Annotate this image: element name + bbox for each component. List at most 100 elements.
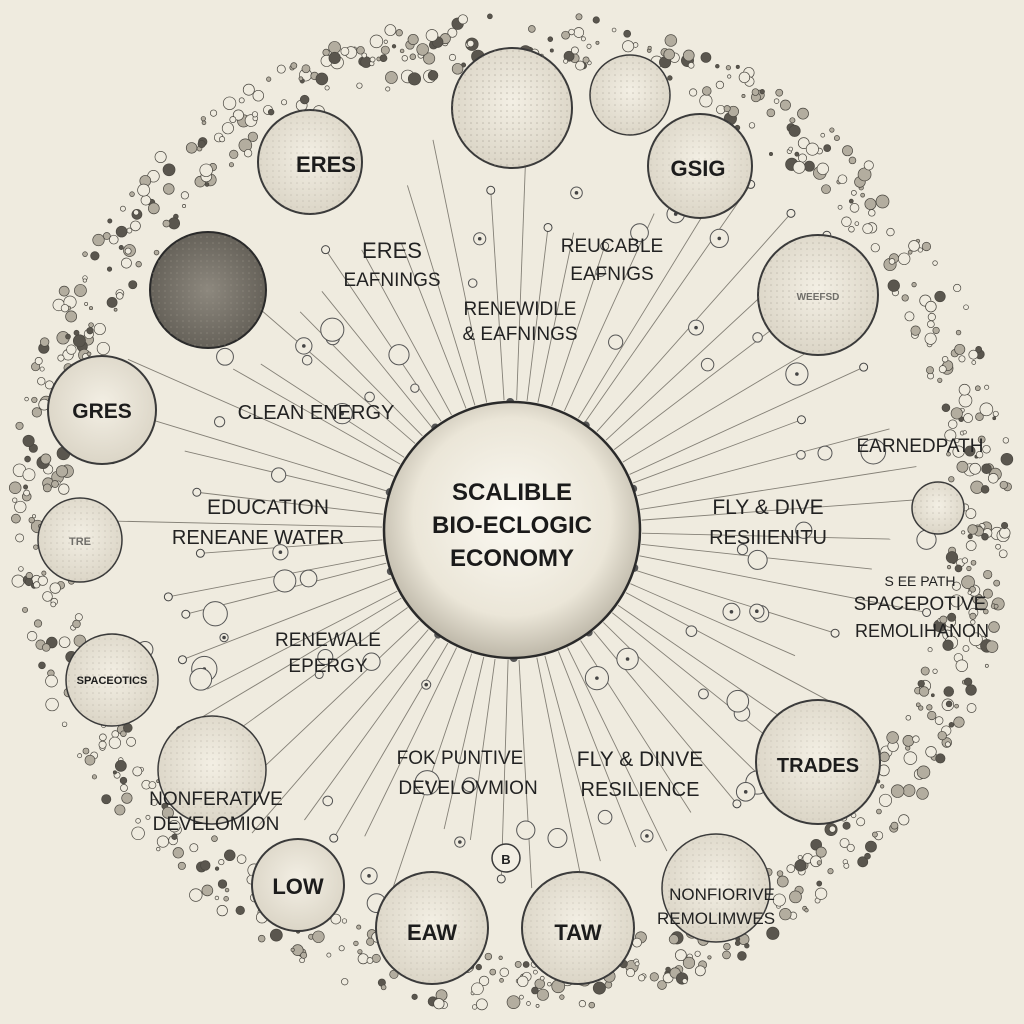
radial-line [640,466,917,510]
border-dot [118,245,124,250]
border-dot [24,577,33,587]
small-circle [817,445,833,461]
border-dot [788,146,794,152]
border-dot [130,220,141,232]
border-dot [391,44,397,49]
border-dot [132,766,143,777]
border-dot [786,864,796,873]
node-gres: GRES [47,355,157,465]
border-dot [28,516,35,524]
border-dot [920,666,930,676]
border-dot [121,792,133,804]
node-eaw: EAW [375,871,489,985]
border-dot [98,740,107,749]
border-dot [586,43,592,49]
border-dot [121,257,132,269]
small-circle [189,667,213,691]
border-dot [49,582,61,594]
border-dot [301,64,311,74]
label-spacepotive-line-1: S EE PATH [884,573,955,589]
border-dot [634,961,640,967]
border-dot [842,821,851,830]
border-dot [448,53,457,62]
center-title-line-2: BIO-ECLOGIC [432,512,592,539]
border-dot [917,679,925,688]
line-end-node [321,245,331,255]
border-dot [950,407,963,420]
border-dot [984,384,990,390]
border-dot [723,105,731,113]
border-dot [324,85,330,91]
border-dot [269,928,283,942]
radial-line [637,428,890,497]
border-dot [967,533,973,540]
small-circle-core [717,236,722,241]
border-dot [33,581,41,589]
small-circle [410,383,420,393]
radial-line [518,659,533,889]
small-circle [516,820,536,840]
border-dot [716,104,726,115]
border-dot [879,751,890,763]
border-dot [792,161,806,174]
border-dot [797,854,803,860]
border-dot [247,131,258,142]
label-nonferative-line-2: DEVELOMION [153,814,280,835]
border-dot [238,97,245,104]
border-dot [898,814,910,826]
node-trades: TRADES [755,699,881,825]
border-dot [820,132,826,138]
border-dot [776,875,789,888]
border-dot [91,774,97,780]
border-dot [252,89,265,102]
border-dot [954,703,959,709]
label-education-line-2: RENEANE WATER [172,527,344,549]
border-dot [328,51,341,65]
border-dot [383,39,388,44]
border-dot [941,356,949,363]
border-dot [956,460,969,473]
label-fly-dive-top: FLY & DIVE RESIIIENITU [709,496,827,549]
border-dot [22,434,35,447]
border-dot [789,117,796,124]
border-dot [954,437,960,443]
border-dot [353,940,359,947]
small-circle-core [645,834,649,838]
border-dot [126,736,137,747]
border-dot [638,974,646,982]
border-dot [42,483,52,493]
border-dot [821,184,831,195]
border-dot [38,661,46,670]
border-dot [887,279,900,292]
border-dot [137,183,151,197]
radial-line [196,491,384,515]
radial-line [641,532,891,540]
border-dot [330,913,342,925]
border-dot [632,937,642,948]
border-dot [915,702,921,708]
radial-line [578,214,704,419]
radial-line [593,630,738,805]
border-dot [588,1001,596,1009]
border-dot [326,952,332,958]
border-dot [82,251,88,257]
border-dot [910,325,921,336]
border-dot [857,856,869,868]
line-end-node [922,607,932,617]
border-dot [135,818,141,824]
border-dot [938,365,947,374]
border-dot [682,956,696,969]
border-dot [916,765,931,779]
radial-line [443,656,485,830]
border-dot [766,926,780,940]
node-taw: TAW [521,871,635,985]
radial-line [325,249,442,422]
border-dot [715,63,720,69]
label-education: EDUCATION RENEANE WATER [172,496,344,549]
label-education-line-1: EDUCATION [207,496,329,519]
node-left-lower [157,715,267,825]
border-dot [965,508,977,519]
radial-line [544,655,601,862]
border-dot [816,860,822,866]
border-dot [536,988,549,1001]
